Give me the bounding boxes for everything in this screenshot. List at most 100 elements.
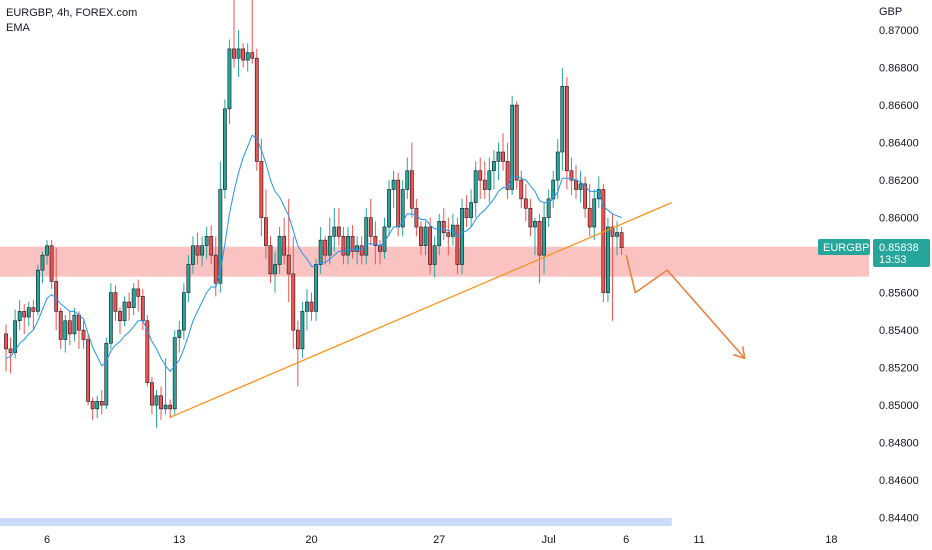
candle bbox=[587, 183, 592, 237]
candle bbox=[359, 236, 364, 265]
candle-body-bear bbox=[168, 404, 173, 410]
projection-path[interactable] bbox=[625, 254, 746, 359]
candle bbox=[341, 227, 346, 265]
currency-label: GBP bbox=[879, 6, 902, 18]
candle-body-bear bbox=[49, 245, 54, 282]
indicator-label[interactable]: EMA bbox=[6, 22, 30, 34]
candle bbox=[592, 189, 597, 241]
candle-body-bull bbox=[615, 232, 619, 237]
candle-body-bull bbox=[423, 226, 428, 247]
candle bbox=[460, 198, 464, 274]
candle bbox=[523, 183, 528, 222]
candle-body-bull bbox=[63, 320, 68, 340]
candle bbox=[127, 292, 132, 321]
candle bbox=[104, 337, 109, 409]
candle bbox=[555, 138, 560, 199]
candle bbox=[533, 217, 537, 256]
candle-body-bear bbox=[446, 232, 451, 237]
candle bbox=[318, 227, 323, 274]
candle-body-bull bbox=[40, 254, 45, 271]
candle-body-bear bbox=[145, 320, 150, 383]
candle bbox=[450, 213, 455, 246]
candle-body-bear bbox=[127, 301, 132, 308]
candle bbox=[227, 39, 232, 124]
candle-body-bear bbox=[268, 245, 273, 275]
candle-body-bull bbox=[95, 401, 100, 410]
candle-body-bull bbox=[492, 161, 496, 172]
candle bbox=[177, 320, 182, 353]
candle bbox=[501, 133, 505, 171]
candle bbox=[259, 138, 264, 237]
candle bbox=[131, 283, 136, 316]
trendline[interactable] bbox=[169, 202, 673, 418]
candle-body-bear bbox=[505, 161, 510, 190]
candle bbox=[423, 221, 428, 256]
candle-body-bull bbox=[596, 189, 601, 200]
candle-body-bear bbox=[254, 57, 259, 162]
candle-body-bear bbox=[113, 292, 118, 312]
symbol-title[interactable]: EURGBP, 4h, FOREX.com bbox=[6, 7, 138, 19]
candle-body-bull bbox=[13, 320, 18, 353]
y-tick-label: 0.84600 bbox=[879, 475, 919, 487]
y-tick-label: 0.85400 bbox=[879, 325, 919, 337]
candle-body-bull bbox=[36, 269, 40, 312]
candle-body-bull bbox=[222, 108, 227, 190]
candle bbox=[514, 101, 519, 190]
candle-body-bull bbox=[245, 52, 250, 61]
candle bbox=[40, 251, 45, 284]
price-tag-value: 0.85838 bbox=[879, 242, 919, 254]
candle bbox=[615, 221, 619, 256]
candle-body-bull bbox=[387, 189, 391, 228]
candle bbox=[254, 48, 259, 171]
candle bbox=[209, 225, 214, 265]
y-tick-label: 0.85000 bbox=[879, 400, 919, 412]
candle-body-bear bbox=[583, 183, 588, 209]
candle bbox=[26, 302, 31, 327]
candle-body-bull bbox=[200, 245, 204, 256]
candle bbox=[150, 377, 154, 415]
candle-body-bear bbox=[159, 395, 163, 410]
candle bbox=[446, 217, 451, 256]
candle-body-bull bbox=[277, 236, 282, 265]
candle-body-bull bbox=[469, 202, 474, 218]
candle-body-bear bbox=[378, 245, 382, 252]
candle-body-bull bbox=[510, 104, 515, 190]
candle-body-bull bbox=[227, 48, 232, 110]
x-tick-label: 6 bbox=[44, 534, 50, 546]
candle bbox=[4, 324, 8, 372]
candle-body-bull bbox=[606, 226, 610, 293]
candle-body-bear bbox=[601, 189, 606, 293]
projection-arrow-head bbox=[733, 346, 746, 360]
candle bbox=[364, 208, 369, 265]
candle bbox=[601, 183, 606, 302]
y-tick-label: 0.85600 bbox=[879, 288, 919, 300]
candle bbox=[428, 217, 432, 274]
candle-body-bull bbox=[131, 288, 136, 308]
candle bbox=[22, 303, 27, 334]
candle-body-bull bbox=[555, 151, 560, 181]
candle-body-bull bbox=[172, 337, 177, 410]
candle-body-bear bbox=[259, 161, 264, 218]
candle-body-bull bbox=[346, 236, 350, 256]
candle bbox=[560, 67, 565, 171]
candle bbox=[90, 397, 95, 421]
candle bbox=[67, 311, 72, 346]
y-tick-label: 0.86600 bbox=[879, 100, 919, 112]
candle-body-bear bbox=[514, 104, 519, 181]
candle-body-bull bbox=[546, 198, 551, 218]
candle-body-bull bbox=[460, 207, 464, 265]
time-range-highlight bbox=[0, 518, 672, 526]
candle bbox=[546, 189, 551, 227]
candle bbox=[419, 221, 423, 256]
candle-body-bull bbox=[432, 245, 437, 265]
candle bbox=[45, 240, 49, 265]
candle bbox=[49, 240, 54, 289]
candle bbox=[250, 0, 255, 64]
candle-body-bear bbox=[428, 226, 432, 265]
candle-body-bull bbox=[177, 329, 182, 338]
candle-body-bear bbox=[574, 179, 578, 190]
candle bbox=[17, 300, 22, 331]
candle bbox=[172, 330, 177, 415]
